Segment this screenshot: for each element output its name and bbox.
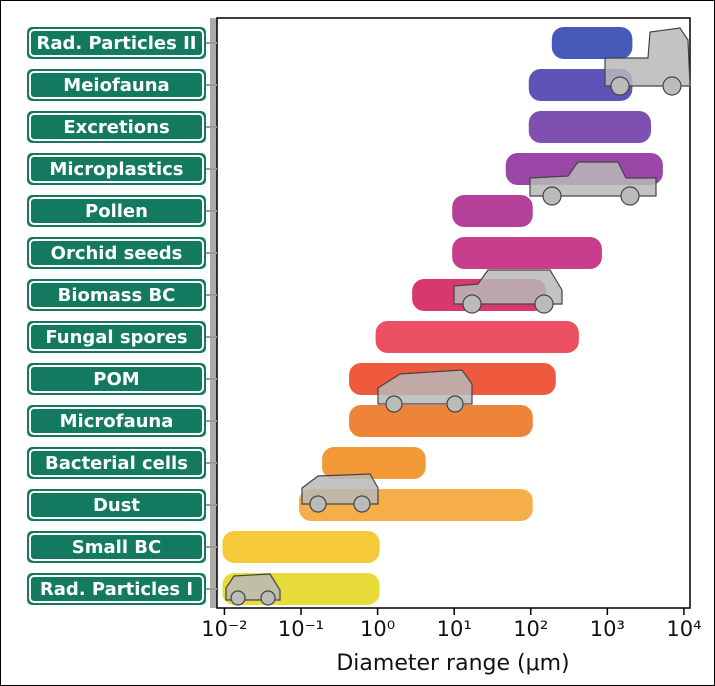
sign-border: [29, 533, 204, 561]
sign: [27, 405, 206, 437]
sign-border: [29, 407, 204, 435]
sign: [27, 447, 206, 479]
x-tick-label: 10³: [590, 617, 625, 641]
sign-border: [29, 491, 204, 519]
sedan-icon: [301, 473, 379, 513]
sign: [27, 27, 206, 59]
small-car-icon: [225, 573, 281, 606]
sign: [27, 111, 206, 143]
pickup-icon: [529, 161, 657, 206]
truck-icon: [604, 27, 691, 96]
category-label: Microplastics: [49, 159, 183, 180]
x-tick-label: 10²: [513, 617, 548, 641]
category-label: Rad. Particles II: [37, 33, 197, 54]
category-label: Rad. Particles I: [40, 579, 193, 600]
range-bar: [322, 447, 426, 479]
x-tick-label: 10⁰: [360, 617, 395, 641]
range-bar: [349, 405, 533, 437]
category-label: Bacterial cells: [45, 453, 188, 474]
sign: [27, 363, 206, 395]
sign: [27, 69, 206, 101]
x-axis-label: Diameter range (μm): [336, 651, 569, 676]
range-bar: [452, 195, 533, 227]
range-bar: [222, 531, 380, 563]
sign: [27, 279, 206, 311]
sign-border: [29, 113, 204, 141]
range-bar: [452, 237, 602, 269]
category-label: Excretions: [63, 117, 169, 138]
category-label: Dust: [93, 495, 140, 516]
range-bar: [551, 27, 633, 59]
sign-border: [29, 323, 204, 351]
category-label: Fungal spores: [45, 327, 187, 348]
category-label: Small BC: [72, 537, 161, 558]
sign-border: [29, 29, 204, 57]
sign-border: [29, 197, 204, 225]
suv-icon: [453, 269, 563, 314]
sign: [27, 237, 206, 269]
range-bar: [375, 321, 579, 353]
category-label: Meiofauna: [63, 75, 169, 96]
category-label: POM: [93, 369, 139, 390]
sign-pole: [210, 18, 217, 608]
sign: [27, 195, 206, 227]
sign-border: [29, 575, 204, 603]
x-tick-label: 10⁻²: [201, 617, 247, 641]
category-label: Biomass BC: [58, 285, 176, 306]
range-bar: [528, 111, 652, 143]
sign: [27, 321, 206, 353]
sign-border: [29, 239, 204, 267]
sign-border: [29, 155, 204, 183]
x-tick-label: 10¹: [437, 617, 472, 641]
sign-border: [29, 281, 204, 309]
x-tick-label: 10⁴: [666, 617, 701, 641]
sign-border: [29, 71, 204, 99]
category-label: Orchid seeds: [51, 243, 183, 264]
sign: [27, 573, 206, 605]
minivan-icon: [377, 369, 473, 413]
sign: [27, 489, 206, 521]
category-label: Microfauna: [60, 411, 174, 432]
category-label: Pollen: [85, 201, 148, 222]
x-tick-label: 10⁻¹: [278, 617, 324, 641]
sign-border: [29, 365, 204, 393]
sign: [27, 153, 206, 185]
vehicles: [225, 27, 691, 606]
sign: [27, 531, 206, 563]
sign-border: [29, 449, 204, 477]
